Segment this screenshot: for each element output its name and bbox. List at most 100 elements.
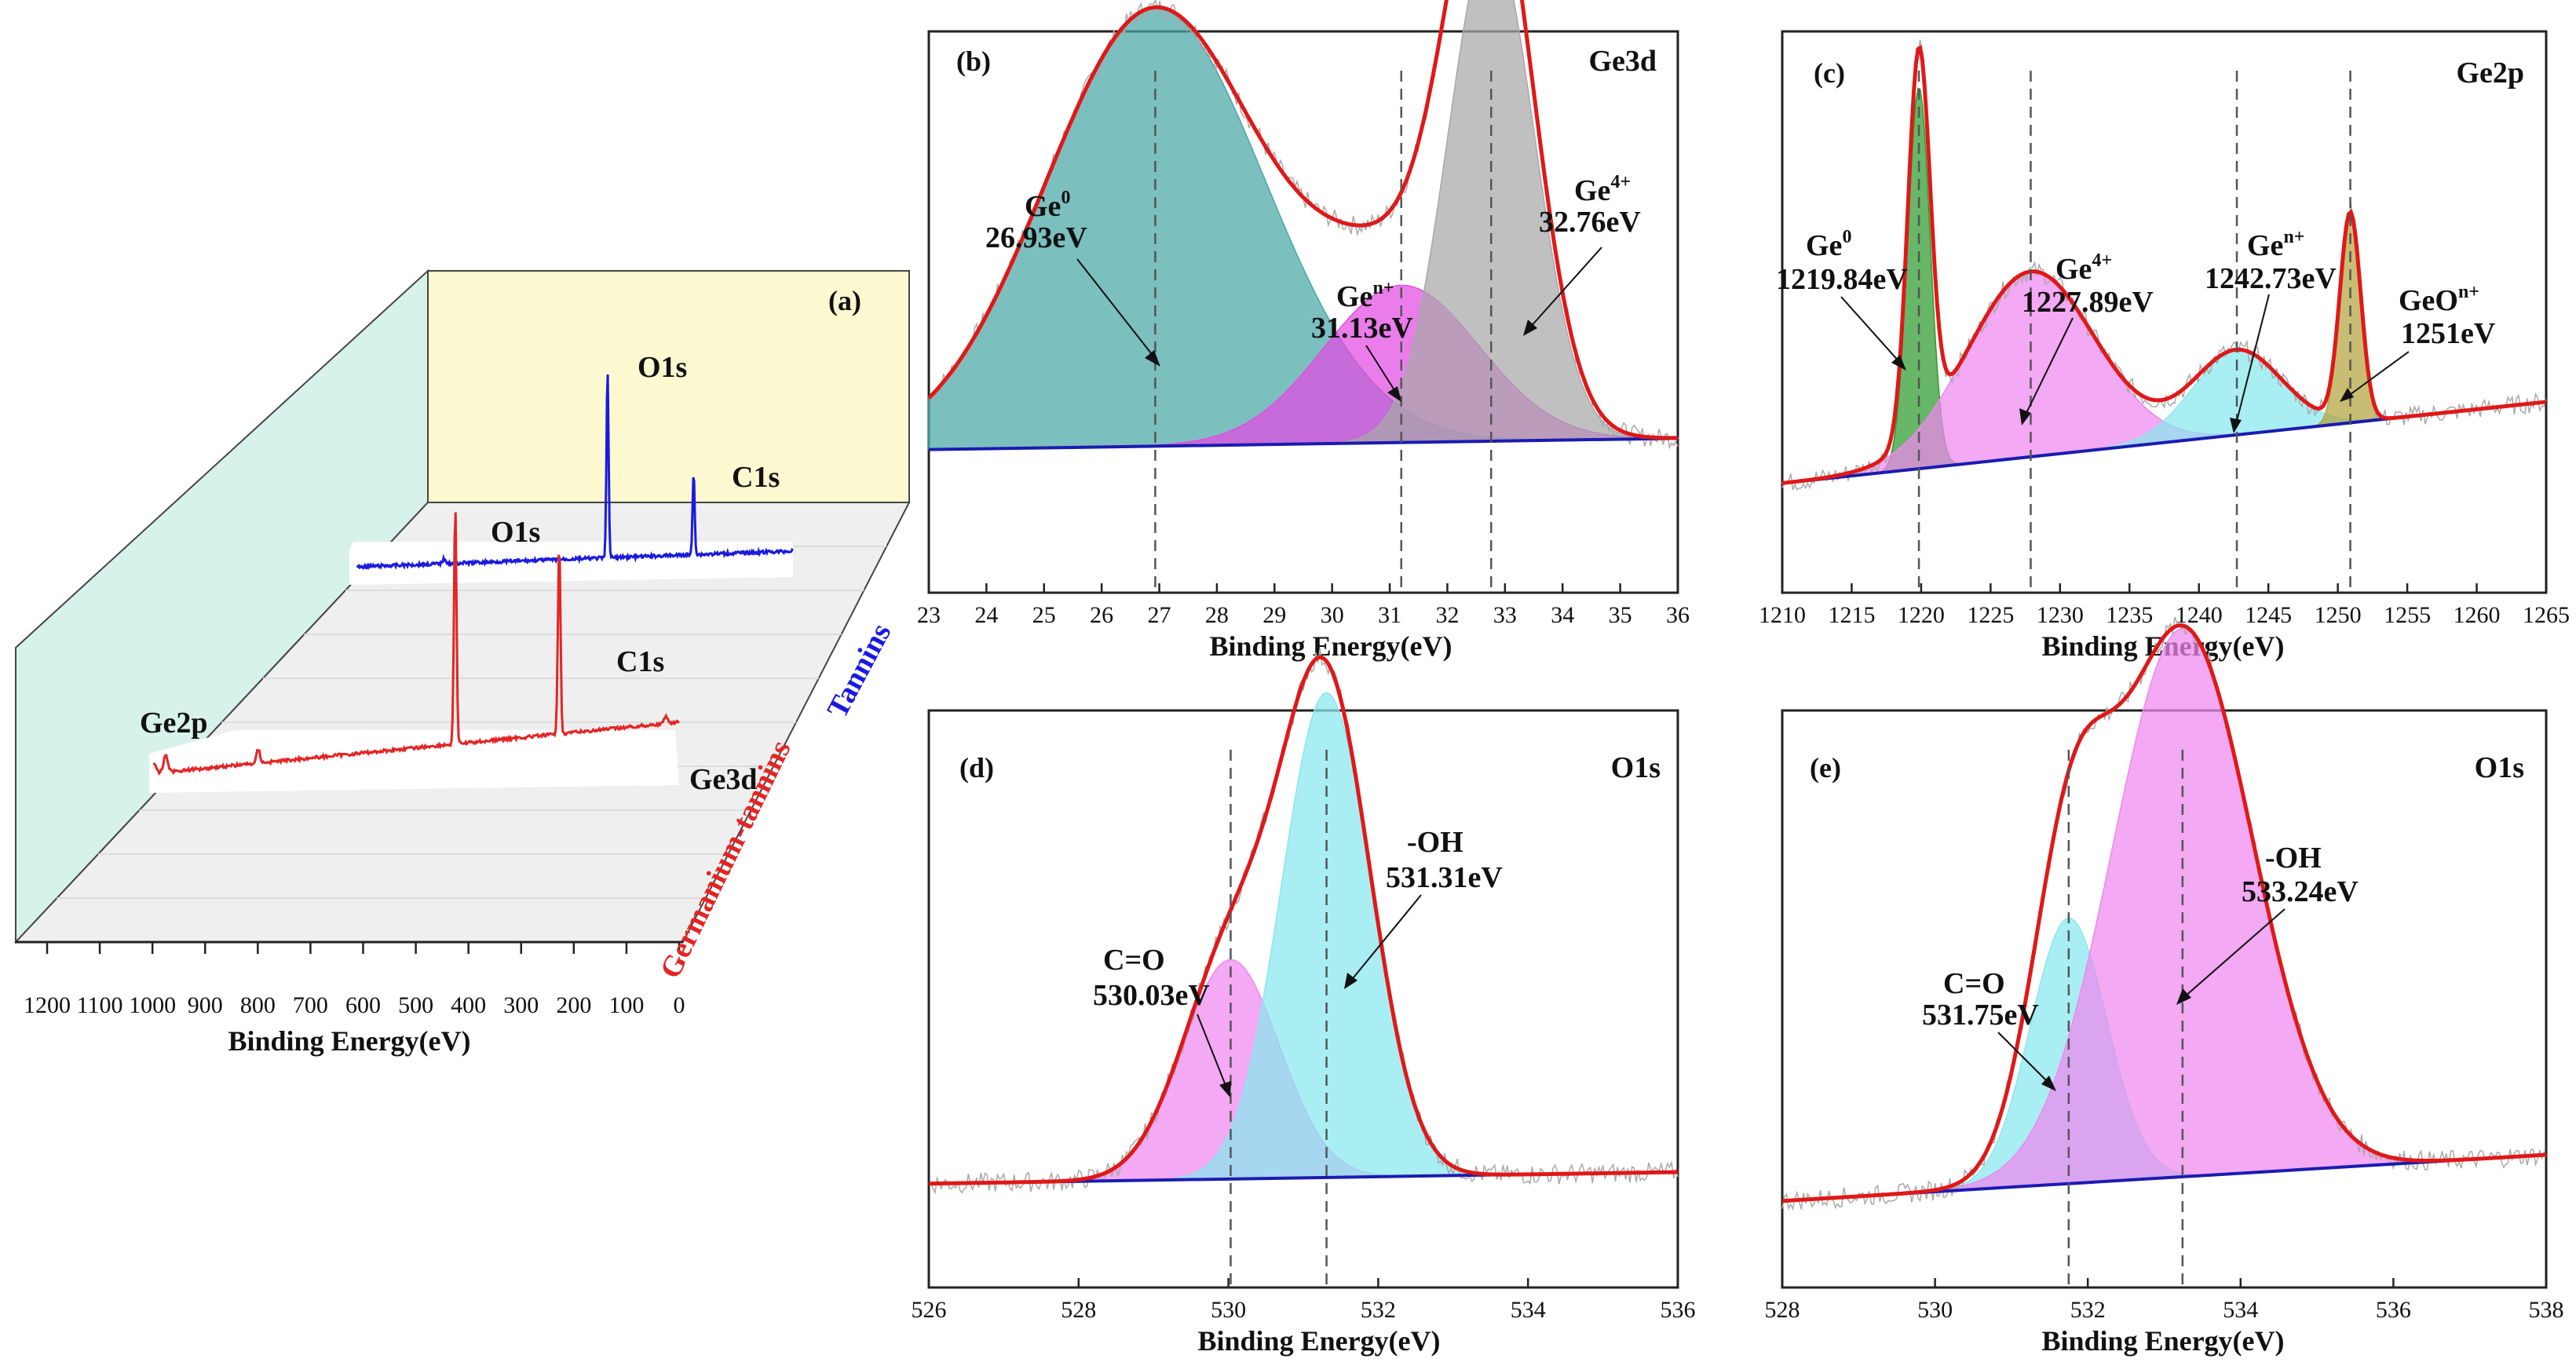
ribbon-germanium <box>149 730 679 793</box>
x-tick-label: 536 <box>2376 1297 2411 1323</box>
peak-label-ge-c1s: C1s <box>616 645 664 678</box>
arrow-b-ge0 <box>1076 258 1155 358</box>
x-tick-label: 1235 <box>2106 602 2153 628</box>
x-tick-label: 30 <box>1321 602 1344 628</box>
arrow-b-ge4 <box>1529 247 1602 329</box>
panel-a-survey: 1200 1100 1000 900 800 700 600 500 400 300 200 100 0… <box>13 268 911 1057</box>
panel-e-x-title: Binding Energy(eV) <box>2041 1325 2284 1357</box>
x-tick-label: 900 <box>188 992 223 1018</box>
panel-b-ge3d: 23 24 25 26 27 28 29 30 31 32 33 34 35 36 (b) Ge3d Bi… <box>917 0 1690 662</box>
x-tick-label: 400 <box>451 992 486 1018</box>
x-tick-label: 1100 <box>77 992 123 1018</box>
ann-c-gen: Gen+ <box>2247 227 2304 262</box>
panel-a-x-ticks: 1200 1100 1000 900 800 700 600 500 400 300 200 100 0 <box>16 940 685 1018</box>
ann-c-gen-energy: 1242.73eV <box>2205 262 2337 295</box>
x-tick-label: 100 <box>608 992 644 1018</box>
x-tick-label: 32 <box>1435 602 1459 628</box>
ann-b-gen-energy: 31.13eV <box>1311 312 1413 345</box>
x-tick-label: 29 <box>1262 602 1286 628</box>
x-tick-label: 36 <box>1666 602 1690 628</box>
x-tick-label: 35 <box>1609 602 1632 628</box>
x-tick-label: 26 <box>1090 602 1113 628</box>
ann-d-co: C=O <box>1103 944 1165 977</box>
ann-e-co: C=O <box>1943 967 2005 1000</box>
x-tick-label: 34 <box>1551 602 1574 628</box>
arrow-c-ge4 <box>2025 317 2074 415</box>
x-tick-label: 532 <box>2070 1297 2106 1323</box>
x-tick-label: 25 <box>1032 602 1056 628</box>
arrowhead-c-geo <box>2340 388 2354 402</box>
ann-b-ge4-energy: 32.76eV <box>1539 206 1641 239</box>
ann-d-oh: -OH <box>1407 826 1463 859</box>
arrowhead-d-oh <box>1344 973 1357 989</box>
x-tick-label: 600 <box>345 992 381 1018</box>
x-tick-label: 534 <box>2223 1297 2258 1323</box>
x-tick-label: 200 <box>556 992 591 1018</box>
x-tick-label: 1230 <box>2037 602 2084 628</box>
panel-c-title: Ge2p <box>2456 57 2524 89</box>
ann-d-oh-energy: 531.31eV <box>1386 861 1503 894</box>
panel-b-plot: 23 24 25 26 27 28 29 30 31 32 33 34 35 36 <box>917 0 1690 628</box>
peak-label-tannins-c1s: C1s <box>732 461 780 494</box>
x-tick-label: 534 <box>1511 1297 1546 1323</box>
panel-label-e: (e) <box>1810 752 1841 783</box>
ann-c-ge0-energy: 1219.84eV <box>1776 263 1908 296</box>
fit-envelope-line <box>929 655 1678 1186</box>
x-tick-label: 27 <box>1148 602 1171 628</box>
ann-c-ge4: Ge4+ <box>2055 250 2112 286</box>
x-tick-label: 538 <box>2529 1297 2564 1323</box>
arrowhead-d-co <box>1219 1081 1231 1098</box>
arrowhead-c-ge0 <box>1891 355 1906 371</box>
x-tick-label: 1215 <box>1828 602 1875 628</box>
ann-b-ge0-energy: 26.93eV <box>985 221 1087 254</box>
panel-e-plot: 528 530 532 534 536 538 <box>1765 616 2564 1323</box>
peak-label-ge3d: Ge3d <box>689 763 758 796</box>
ann-b-ge4: Ge4+ <box>1574 172 1631 207</box>
panel-c-plot: 1210 1215 1220 1225 1230 1235 1240 1245 1250 1255… <box>1759 30 2570 628</box>
x-tick-label: 24 <box>974 602 998 628</box>
ann-c-ge4-energy: 1227.89eV <box>2022 286 2154 319</box>
x-tick-label: 1260 <box>2454 602 2501 628</box>
x-tick-label: 530 <box>1211 1297 1246 1323</box>
x-tick-label: 1220 <box>1898 602 1945 628</box>
arrow-b-gen <box>1365 345 1397 393</box>
ann-c-ge0: Ge0 <box>1806 227 1851 262</box>
x-tick-label: 700 <box>293 992 328 1018</box>
ann-e-co-energy: 531.75eV <box>1922 999 2039 1032</box>
x-tick-label: 33 <box>1493 602 1517 628</box>
x-tick-label: 1265 <box>2523 602 2570 628</box>
fit-envelope-line <box>1781 45 2547 485</box>
arrowhead-e-oh <box>2176 988 2191 1005</box>
panel-label-c: (c) <box>1814 57 1845 89</box>
survey-lines <box>149 374 794 793</box>
peak-label-ge-o1s: O1s <box>491 516 540 549</box>
arrowhead-b-ge4 <box>1523 320 1537 336</box>
arrow-c-gen <box>2235 294 2270 425</box>
x-tick-label: 1225 <box>1967 602 2014 628</box>
x-tick-label: 1000 <box>129 992 176 1018</box>
arrowhead-b-gen <box>1387 386 1401 402</box>
arrowhead-c-gen <box>2230 418 2242 433</box>
x-tick-label: 23 <box>917 602 941 628</box>
panel-e-title: O1s <box>2475 751 2524 784</box>
panel-c-ge2p: 1210 1215 1220 1225 1230 1235 1240 1245 1250 1255… <box>1759 30 2570 662</box>
x-tick-label: 528 <box>1765 1297 1800 1323</box>
x-tick-label: 0 <box>674 992 685 1018</box>
background-line <box>928 436 1679 451</box>
x-tick-label: 532 <box>1361 1297 1396 1323</box>
ann-c-geo: GeOn+ <box>2399 282 2479 317</box>
x-tick-label: 536 <box>1661 1297 1696 1323</box>
x-tick-label: 526 <box>912 1297 947 1323</box>
peak-label-ge2p: Ge2p <box>140 707 208 740</box>
ann-c-geo-energy: 1251eV <box>2401 317 2496 350</box>
panel-d-plot: 526 528 530 532 534 536 <box>912 648 1696 1323</box>
arrow-e-oh <box>2183 908 2286 998</box>
x-tick-label: 1255 <box>2384 602 2431 628</box>
x-tick-label: 500 <box>398 992 433 1018</box>
ann-e-oh: -OH <box>2265 842 2322 875</box>
panel-label-a: (a) <box>828 285 861 316</box>
arrowhead-b-ge0 <box>1145 350 1160 367</box>
panel-label-b: (b) <box>956 46 991 77</box>
x-tick-label: 1200 <box>24 992 71 1018</box>
